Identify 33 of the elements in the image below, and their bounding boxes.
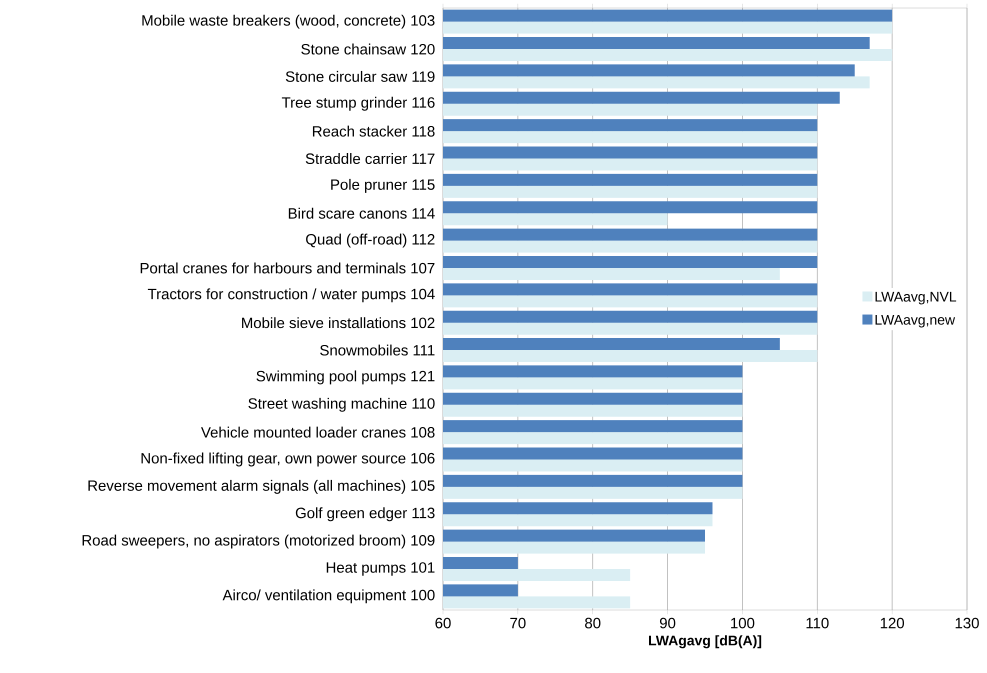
y-tick-label: Vehicle mounted loader cranes 108 bbox=[201, 426, 435, 438]
y-tick-label: Non-fixed lifting gear, own power source 106 bbox=[142, 452, 435, 466]
y-tick-label: Airco/ ventilation equipment 100 bbox=[222, 589, 435, 604]
x-tick-label: 80 bbox=[585, 618, 600, 628]
y-tick-label: Quad (off-road) 112 bbox=[306, 234, 434, 248]
y-tick-label: Snowmobiles 111 bbox=[320, 344, 434, 356]
y-tick-label: Portal cranes for harbours and terminals 107 bbox=[140, 262, 434, 274]
x-tick-label: 100 bbox=[731, 618, 754, 628]
y-tick-label: Tree stump grinder 116 bbox=[282, 96, 435, 111]
legend-label: LWAavg,NVL bbox=[876, 292, 956, 304]
y-tick-label: Mobile waste breakers (wood, concrete) 103 bbox=[142, 14, 435, 29]
x-tick-label: 130 bbox=[956, 618, 979, 628]
legend-label: LWAavg,new bbox=[876, 315, 956, 328]
y-tick-label: Stone chainsaw 120 bbox=[301, 44, 435, 55]
y-tick-label: Bird scare canons 114 bbox=[288, 208, 435, 219]
x-tick-label: 110 bbox=[806, 618, 829, 628]
x-axis-title: LWAgavg [dB(A)] bbox=[648, 635, 762, 648]
y-tick-label: Heat pumps 101 bbox=[326, 562, 434, 576]
y-tick-label: Golf green edger 113 bbox=[296, 507, 435, 522]
y-tick-label: Pole pruner 115 bbox=[331, 178, 435, 193]
y-tick-label: Swimming pool pumps 121 bbox=[256, 370, 434, 384]
x-tick-label: 60 bbox=[435, 618, 451, 628]
y-tick-label: Straddle carrier 117 bbox=[306, 153, 434, 164]
y-tick-label: Mobile sieve installations 102 bbox=[242, 317, 434, 328]
y-tick-label: Road sweepers, no aspirators (motorized broom) 109 bbox=[82, 534, 434, 549]
y-tick-label: Tractors for construction / water pumps 104 bbox=[148, 288, 435, 302]
x-tick-label: 90 bbox=[660, 618, 676, 628]
y-tick-label: Stone circular saw 119 bbox=[286, 70, 434, 82]
y-tick-label: Street washing machine 110 bbox=[248, 398, 435, 412]
y-tick-label: Reverse movement alarm signals (all machines) 105 bbox=[88, 480, 435, 494]
y-tick-label: Reach stacker 118 bbox=[312, 126, 435, 137]
x-tick-label: 120 bbox=[880, 618, 904, 628]
x-tick-label: 70 bbox=[510, 618, 526, 628]
